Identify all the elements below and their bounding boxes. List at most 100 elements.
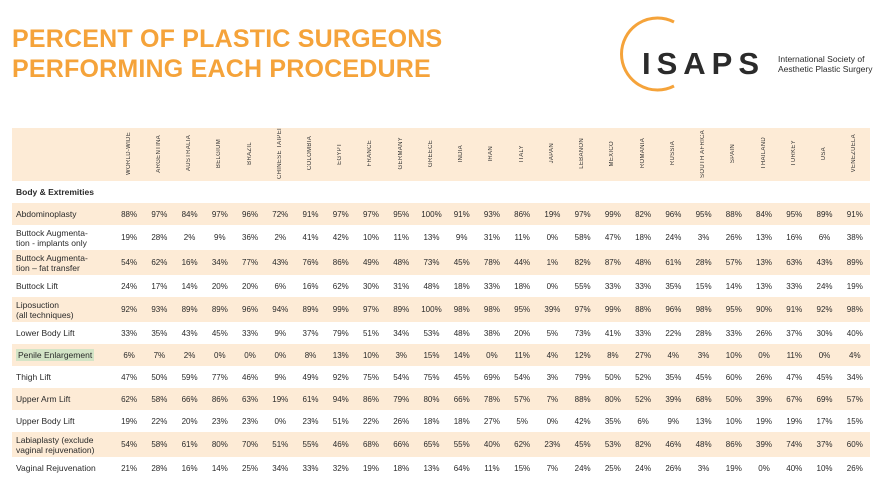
table-cell: 34%	[265, 457, 296, 479]
section-title: Body & Extremities	[16, 187, 94, 197]
table-cell: 91%	[295, 203, 326, 225]
table-cell: 13%	[748, 225, 780, 250]
table-cell: 33%	[597, 275, 628, 297]
table-cell: 97%	[567, 203, 598, 225]
table-cell: 0%	[537, 225, 568, 250]
procedure-table: WORLD-WIDE ARGENTINA AUSTRALIA BELGIUM BRAZI…	[12, 128, 870, 479]
table-cell: 24%	[567, 457, 598, 479]
table-cell: 4%	[839, 344, 870, 366]
table-cell: 49%	[295, 366, 326, 388]
row-label-line-1: Lower Body Lift	[16, 328, 75, 338]
column-header: USA	[809, 128, 840, 181]
table-cell: 20%	[174, 410, 205, 432]
table-cell: 23%	[234, 410, 266, 432]
table-cell: 0%	[204, 344, 235, 366]
table-row: Vaginal Rejuvenation 21% 28% 16% 14% 25% 34% 33…	[12, 457, 870, 479]
header-blank	[12, 128, 114, 181]
table-cell: 18%	[386, 457, 417, 479]
table-cell: 68%	[355, 432, 387, 457]
column-header-label: JAPAN	[548, 143, 555, 164]
table-cell: 33%	[627, 275, 659, 297]
table-cell: 89%	[204, 297, 235, 322]
table-cell: 88%	[567, 388, 598, 410]
table-cell: 94%	[265, 297, 296, 322]
column-header-label: CHINESE TAIPEI	[276, 128, 283, 179]
table-row: Labiaplasty (exclude vaginal rejuvenation…	[12, 432, 870, 457]
table-cell: 24%	[114, 275, 145, 297]
table-cell: 58%	[567, 225, 598, 250]
table-cell: 53%	[416, 322, 447, 344]
table-cell: 87%	[597, 250, 628, 275]
table-cell: 86%	[204, 388, 235, 410]
table-row: Upper Arm Lift 62% 58% 66% 86% 63% 19% 61% 94% 86…	[12, 388, 870, 410]
column-header: ROMANIA	[627, 128, 659, 181]
table-cell: 86%	[355, 388, 387, 410]
table-cell: 22%	[144, 410, 175, 432]
table-cell: 41%	[295, 225, 326, 250]
table-cell: 45%	[204, 322, 235, 344]
table-cell: 5%	[507, 410, 538, 432]
column-header-label: THAILAND	[760, 137, 767, 170]
logo-brand: ISAPS	[642, 46, 766, 81]
table-cell: 95%	[718, 297, 749, 322]
table-cell: 9%	[446, 225, 477, 250]
table-cell: 77%	[234, 250, 266, 275]
column-header-label: ITALY	[518, 144, 525, 163]
logo-subtitle-line-2: Aesthetic Plastic Surgery	[778, 64, 873, 74]
table-cell: 79%	[386, 388, 417, 410]
table-cell: 96%	[658, 297, 689, 322]
table-cell: 55%	[567, 275, 598, 297]
table-cell: 91%	[446, 203, 477, 225]
table-cell: 82%	[567, 250, 598, 275]
table-row: Upper Body Lift 19% 22% 20% 23% 23% 0% 23% 51% 22…	[12, 410, 870, 432]
table-cell: 37%	[779, 322, 810, 344]
column-header: COLOMBIA	[295, 128, 326, 181]
table-cell: 86%	[325, 250, 356, 275]
table-cell: 0%	[537, 275, 568, 297]
column-header-label: TURKEY	[790, 140, 797, 167]
table-cell: 47%	[779, 366, 810, 388]
table-cell: 98%	[839, 297, 870, 322]
table-cell: 57%	[839, 388, 870, 410]
table-cell: 23%	[295, 410, 326, 432]
table-cell: 53%	[597, 432, 628, 457]
table-cell: 92%	[114, 297, 145, 322]
table-cell: 6%	[809, 225, 840, 250]
table-cell: 8%	[295, 344, 326, 366]
column-header-label: BELGIUM	[216, 138, 223, 169]
table-cell: 25%	[234, 457, 266, 479]
column-header: THAILAND	[748, 128, 780, 181]
table-cell: 62%	[507, 432, 538, 457]
table-row: Lower Body Lift 33% 35% 43% 45% 33% 9% 37% 79% 51…	[12, 322, 870, 344]
table-cell: 18%	[446, 275, 477, 297]
column-header: RUSSIA	[658, 128, 689, 181]
table-cell: 93%	[476, 203, 508, 225]
table-cell: 10%	[809, 457, 840, 479]
table-cell: 35%	[144, 322, 175, 344]
table-cell: 88%	[718, 203, 749, 225]
column-header: WORLD-WIDE	[114, 128, 145, 181]
column-header: GREECE	[416, 128, 447, 181]
table-cell: 4%	[537, 344, 568, 366]
column-header-label: INDIA	[458, 144, 465, 163]
table-cell: 37%	[809, 432, 840, 457]
table-cell: 42%	[567, 410, 598, 432]
column-header-label: WORLD-WIDE	[125, 132, 132, 175]
column-header: INDIA	[446, 128, 477, 181]
table-cell: 91%	[839, 203, 870, 225]
table-cell: 13%	[416, 457, 447, 479]
logo-subtitle: International Society of Aesthetic Plast…	[778, 54, 872, 74]
row-label-line-1: Upper Arm Lift	[16, 394, 71, 404]
column-header-label: COLOMBIA	[307, 136, 314, 171]
table-cell: 24%	[809, 275, 840, 297]
table-cell: 69%	[476, 366, 508, 388]
table-cell: 97%	[204, 203, 235, 225]
row-label: Vaginal Rejuvenation	[12, 457, 114, 479]
table-cell: 0%	[476, 344, 508, 366]
table-cell: 84%	[748, 203, 780, 225]
table-cell: 13%	[748, 275, 780, 297]
table-cell: 15%	[507, 457, 538, 479]
table-cell: 75%	[355, 366, 387, 388]
column-header-label: MEXICO	[609, 140, 616, 167]
table-cell: 19%	[718, 457, 749, 479]
